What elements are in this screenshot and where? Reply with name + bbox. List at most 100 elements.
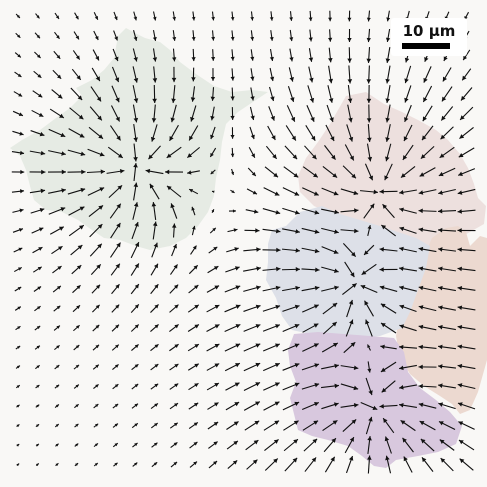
vector-arrow [110, 105, 121, 122]
vector-arrow [230, 127, 235, 139]
vector-arrow [151, 442, 158, 448]
vector-arrow [282, 228, 300, 234]
vector-arrow [206, 304, 220, 313]
vector-arrow [404, 85, 412, 103]
vector-arrow [366, 47, 372, 63]
vector-arrow [72, 284, 81, 294]
vector-arrow [321, 402, 339, 410]
vector-arrow [73, 384, 80, 389]
vector-arrow [48, 188, 66, 194]
vector-arrow [188, 264, 199, 275]
vector-arrow [249, 106, 255, 121]
vector-arrow [285, 125, 297, 141]
vector-arrow [54, 423, 60, 428]
vector-arrow [206, 382, 220, 391]
vector-arrow [361, 263, 377, 276]
vector-arrow [347, 65, 353, 84]
vector-arrow [420, 145, 435, 160]
vector-arrow [230, 87, 235, 101]
vector-arrow [131, 422, 139, 429]
vector-arrow [150, 283, 159, 295]
vector-arrow [268, 106, 275, 121]
vector-arrow [91, 284, 101, 294]
vector-arrow [30, 207, 45, 214]
vector-arrow [262, 228, 281, 234]
vector-arrow [263, 420, 280, 431]
vector-arrow [322, 302, 338, 315]
vector-arrow [457, 228, 476, 233]
vector-arrow [342, 165, 357, 179]
vector-arrow [170, 461, 178, 468]
vector-arrow [382, 417, 395, 434]
vector-arrow [33, 286, 42, 292]
vector-arrow [11, 150, 25, 155]
vector-arrow [131, 221, 139, 240]
vector-arrow [264, 439, 279, 451]
vector-arrow [264, 166, 279, 178]
vector-arrow [418, 266, 437, 272]
vector-arrow [457, 324, 476, 330]
vector-arrow [250, 87, 255, 101]
vector-arrow [68, 128, 85, 138]
vector-arrow [71, 264, 82, 275]
vector-arrow [130, 263, 140, 276]
vector-arrow [11, 189, 25, 194]
vector-arrow [130, 241, 140, 259]
vector-arrow [169, 304, 179, 313]
vector-arrow [366, 143, 373, 162]
vector-arrow [210, 126, 216, 140]
vector-arrow [385, 47, 391, 63]
vector-arrow [48, 150, 66, 156]
vector-arrow [399, 246, 417, 253]
vector-arrow [243, 324, 261, 332]
vector-arrow [166, 146, 182, 159]
vector-arrow [210, 169, 216, 175]
vector-arrow [206, 285, 220, 293]
vector-arrow [366, 10, 371, 22]
vector-arrow [108, 184, 123, 199]
vector-arrow [302, 304, 319, 313]
vector-arrow [440, 457, 454, 472]
vector-arrow [87, 187, 105, 196]
vector-arrow [93, 12, 99, 20]
vector-arrow [246, 459, 258, 470]
vector-arrow [379, 189, 398, 194]
vector-arrow [302, 323, 319, 333]
vector-arrow [365, 416, 373, 435]
vector-arrow [340, 383, 359, 391]
vector-arrow [418, 189, 437, 195]
vector-arrow [328, 10, 333, 22]
vector-arrow [243, 401, 261, 411]
scale-bar-label: 10 µm [402, 22, 456, 40]
vector-arrow [303, 438, 318, 452]
vector-arrow [54, 384, 60, 389]
vector-arrow [457, 305, 476, 311]
vector-arrow [322, 321, 338, 335]
vector-arrow [74, 403, 79, 409]
vector-arrow [363, 244, 375, 256]
vector-arrow [169, 363, 179, 371]
vector-arrow [263, 401, 280, 411]
vector-arrow [380, 303, 397, 314]
vector-arrow [228, 209, 237, 213]
vector-arrow [302, 166, 319, 178]
vector-arrow [399, 402, 417, 408]
vector-arrow [230, 107, 235, 120]
vector-arrow [250, 68, 255, 81]
vector-arrow [112, 423, 119, 428]
vector-arrow [29, 188, 46, 194]
vector-arrow [89, 243, 103, 257]
vector-arrow [304, 145, 317, 160]
vector-arrow [322, 419, 338, 432]
vector-arrow [366, 65, 372, 84]
vector-arrow [170, 104, 177, 123]
vector-arrow [421, 125, 434, 141]
vector-arrow [225, 401, 240, 411]
vector-arrow [250, 11, 254, 21]
vector-arrow [262, 266, 281, 272]
vector-arrow [208, 460, 218, 469]
vector-arrow [32, 246, 43, 254]
vector-arrow [321, 187, 339, 196]
vector-arrow [247, 167, 257, 177]
vector-arrow [224, 343, 241, 352]
